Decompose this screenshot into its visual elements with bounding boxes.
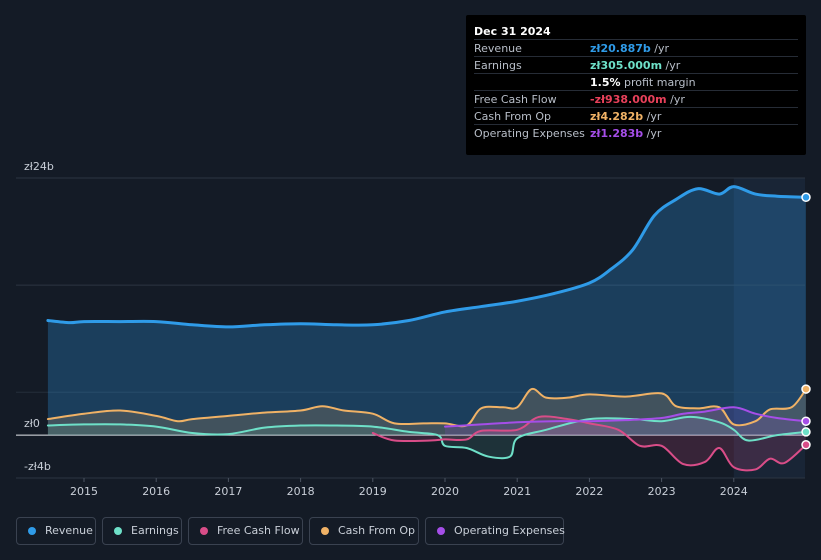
series-area-operating-expenses — [445, 407, 806, 436]
x-tick-label: 2020 — [431, 485, 459, 498]
x-tick-label: 2016 — [142, 485, 170, 498]
x-tick-label: 2022 — [575, 485, 603, 498]
series-area-revenue — [47, 186, 806, 436]
tooltip-unit: profit margin — [620, 76, 696, 89]
series-line-operating-expenses — [444, 406, 807, 428]
tooltip-unit: /yr — [666, 93, 685, 106]
x-tick-label: 2024 — [720, 485, 748, 498]
tooltip-row-earnings: Earnings zł305.000m /yr — [474, 56, 798, 74]
legend-item-operating-expenses[interactable]: Operating Expenses — [425, 517, 565, 545]
legend-dot-icon — [114, 527, 122, 535]
y-tick-label: zł24b — [24, 160, 54, 173]
y-axis: zł24b zł0 -zł4b — [24, 160, 54, 473]
tooltip-row-revenue: Revenue zł20.887b /yr — [474, 39, 798, 57]
series-area-free-cash-flow — [372, 416, 806, 471]
tooltip: Dec 31 2024 Revenue zł20.887b /yr Earnings… — [466, 15, 806, 155]
legend-label: Earnings — [131, 524, 179, 537]
legend-dot-icon — [200, 527, 208, 535]
tooltip-value: zł1.283b /yr — [590, 127, 662, 140]
tooltip-value: -zł938.000m /yr — [590, 93, 685, 106]
x-axis: 2015 2016 2017 2018 2019 2020 2021 2022 2023 2024 — [70, 478, 748, 498]
legend-label: Operating Expenses — [454, 524, 565, 537]
series-line-free-cash-flow — [371, 415, 807, 472]
tooltip-value: 1.5% profit margin — [590, 76, 696, 89]
legend-item-cash-from-op[interactable]: Cash From Op — [309, 517, 419, 545]
legend-item-revenue[interactable]: Revenue — [16, 517, 96, 545]
tooltip-unit: /yr — [643, 127, 662, 140]
legend-dot-icon — [321, 527, 329, 535]
x-tick-label: 2019 — [359, 485, 387, 498]
series-endpoint-free-cash-flow — [801, 440, 811, 450]
series-line-revenue — [46, 185, 808, 329]
legend-item-free-cash-flow[interactable]: Free Cash Flow — [188, 517, 303, 545]
tooltip-date: Dec 31 2024 — [474, 25, 551, 38]
series-endpoint-revenue — [801, 192, 811, 203]
tooltip-label: Operating Expenses — [474, 127, 585, 140]
series-areas — [47, 186, 806, 471]
series-area-earnings — [47, 416, 806, 459]
tooltip-label: Free Cash Flow — [474, 93, 557, 106]
tooltip-unit: /yr — [650, 42, 670, 55]
tooltip-label: Earnings — [474, 59, 522, 72]
legend-dot-icon — [437, 527, 445, 535]
tooltip-unit: /yr — [662, 59, 681, 72]
x-tick-label: 2018 — [287, 485, 315, 498]
tooltip-row-profit-margin: 1.5% profit margin — [474, 73, 798, 91]
legend-label: Free Cash Flow — [217, 524, 300, 537]
series-area-cash-from-op — [47, 388, 806, 436]
x-tick-label: 2017 — [214, 485, 242, 498]
tooltip-row-operating-expenses: Operating Expenses zł1.283b /yr — [474, 124, 798, 142]
series-endpoints — [801, 192, 811, 450]
series-endpoint-earnings — [801, 427, 811, 437]
tooltip-label: Cash From Op — [474, 110, 552, 123]
x-tick-label: 2023 — [648, 485, 676, 498]
tooltip-value: zł4.282b /yr — [590, 110, 662, 123]
tooltip-value: zł20.887b /yr — [590, 42, 670, 55]
x-tick-label: 2015 — [70, 485, 98, 498]
tooltip-row-cash-from-op: Cash From Op zł4.282b /yr — [474, 107, 798, 125]
legend-label: Revenue — [45, 524, 93, 537]
series-line-cash-from-op — [46, 387, 807, 428]
gridlines — [16, 177, 805, 479]
x-tick-label: 2021 — [503, 485, 531, 498]
tooltip-label: Revenue — [474, 42, 522, 55]
series-endpoint-cash-from-op — [801, 384, 811, 394]
tooltip-value: zł305.000m /yr — [590, 59, 681, 72]
highlight-region — [733, 178, 805, 478]
y-tick-label: zł0 — [24, 417, 40, 430]
tooltip-unit: /yr — [643, 110, 662, 123]
series-lines — [46, 185, 808, 472]
series-endpoint-operating-expenses — [801, 416, 811, 426]
legend-label: Cash From Op — [338, 524, 416, 537]
series-line-earnings — [46, 415, 807, 460]
y-tick-label: -zł4b — [24, 460, 51, 473]
legend-dot-icon — [28, 527, 36, 535]
legend-item-earnings[interactable]: Earnings — [102, 517, 182, 545]
tooltip-row-free-cash-flow: Free Cash Flow -zł938.000m /yr — [474, 90, 798, 108]
